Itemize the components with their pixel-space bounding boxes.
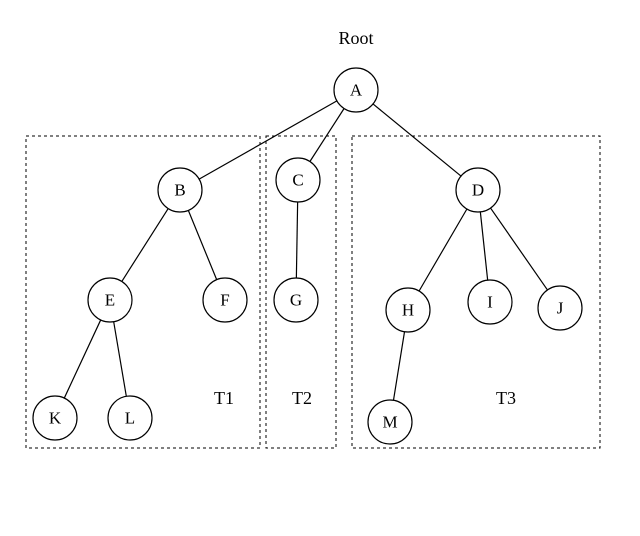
- node-label-a: A: [350, 81, 363, 100]
- edge-c-g: [296, 202, 297, 278]
- node-label-b: B: [174, 181, 185, 200]
- subtree-label-t1: T1: [214, 388, 234, 408]
- root-title: Root: [338, 28, 373, 48]
- edge-a-d: [373, 104, 461, 176]
- node-label-i: I: [487, 293, 493, 312]
- subtree-label-t3: T3: [496, 388, 516, 408]
- edge-h-m: [393, 332, 404, 401]
- edge-d-i: [480, 212, 487, 280]
- node-label-g: G: [290, 291, 302, 310]
- tree-diagram: T1 T2 T3 A B C D E F G H I J K L M Root: [0, 0, 640, 536]
- subtree-label-t2: T2: [292, 388, 312, 408]
- node-label-h: H: [402, 301, 414, 320]
- node-label-m: M: [382, 413, 397, 432]
- node-label-d: D: [472, 181, 484, 200]
- node-label-j: J: [557, 299, 564, 318]
- edge-b-f: [188, 210, 216, 279]
- node-label-k: K: [49, 409, 62, 428]
- node-label-f: F: [220, 291, 229, 310]
- edge-e-l: [114, 322, 127, 397]
- node-label-e: E: [105, 291, 115, 310]
- labels-layer: T1 T2 T3 A B C D E F G H I J K L M Root: [49, 28, 564, 432]
- node-label-c: C: [292, 171, 303, 190]
- edge-e-k: [64, 320, 100, 398]
- edges-layer: [64, 101, 547, 400]
- node-label-l: L: [125, 409, 135, 428]
- edge-b-e: [122, 209, 168, 282]
- edge-a-c: [310, 108, 344, 161]
- edge-d-j: [491, 208, 548, 290]
- edge-d-h: [419, 209, 467, 291]
